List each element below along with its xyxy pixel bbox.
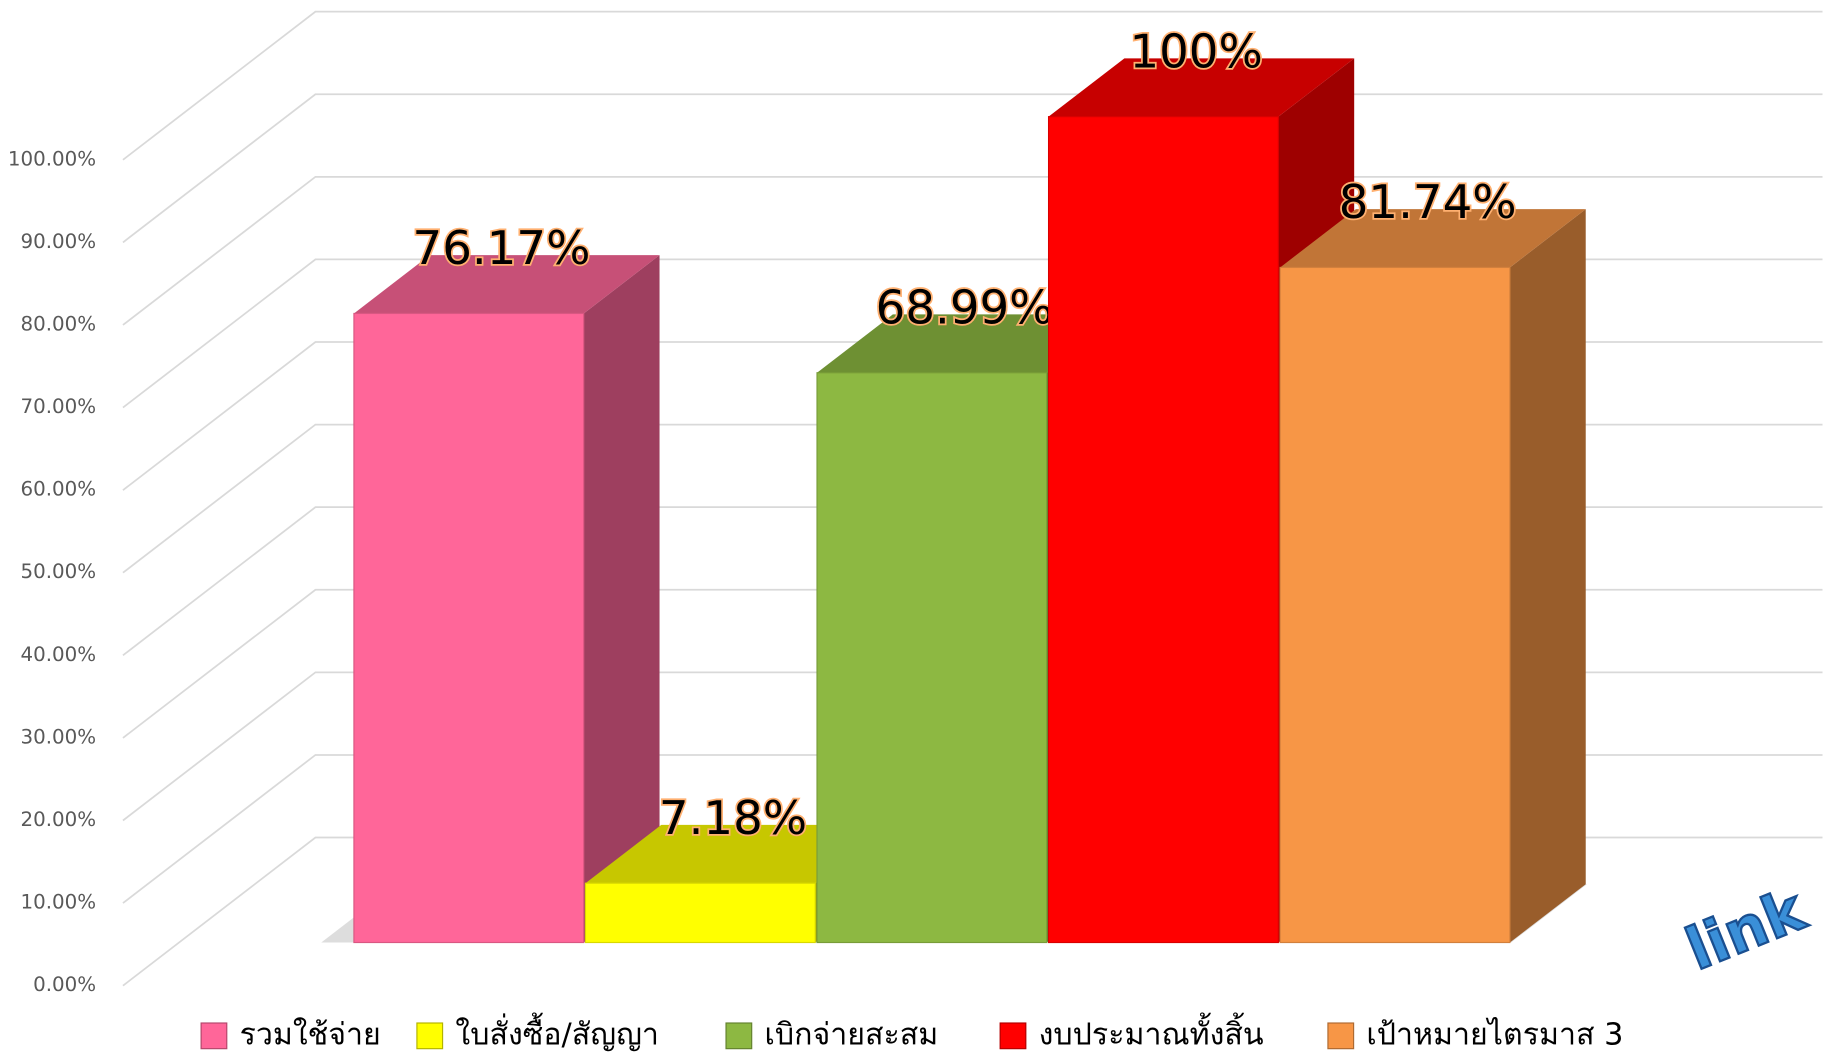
y-tick-label: 60.00% [21, 478, 97, 501]
bar [816, 372, 1048, 944]
legend-label: รวมใช้จ่าย [240, 1016, 381, 1052]
y-tick-label: 100.00% [8, 147, 96, 170]
bar-side [583, 255, 660, 943]
legend-swatch [200, 1022, 228, 1050]
data-label: 7.18% [659, 792, 807, 846]
grid-line [122, 10, 1823, 161]
legend-swatch [725, 1022, 753, 1050]
y-tick-label: 50.00% [21, 560, 97, 583]
legend-swatch [416, 1022, 444, 1050]
bar [1047, 116, 1279, 944]
y-tick-label: 90.00% [21, 230, 97, 253]
data-label: 68.99% [876, 281, 1054, 335]
legend-label: งบประมาณทั้งสิ้น [1039, 1012, 1264, 1052]
y-tick-label: 20.00% [21, 808, 97, 831]
bar-side [1509, 209, 1586, 943]
legend-label: เป้าหมายไตรมาส 3 [1366, 1016, 1623, 1052]
data-label: 76.17% [413, 222, 591, 276]
bar-top [1048, 58, 1355, 117]
bar-top [817, 314, 1123, 373]
link-badge[interactable]: link [1676, 874, 1816, 985]
y-tick-label: 0.00% [33, 973, 96, 996]
legend-swatch [1327, 1022, 1355, 1050]
bar-top [353, 255, 660, 314]
y-tick-label: 80.00% [21, 312, 97, 335]
legend-label: เบิกจ่ายสะสม [765, 1017, 939, 1052]
bar [1279, 266, 1511, 944]
y-tick-label: 70.00% [21, 395, 97, 418]
y-tick-label: 40.00% [21, 643, 97, 666]
data-label: 100% [1129, 25, 1262, 79]
bar-top [585, 824, 892, 884]
bar [584, 882, 816, 944]
bar-top [1280, 209, 1586, 268]
legend-label: ใบสั่งซื้อ/สัญญา [455, 1012, 659, 1052]
data-label: 81.74% [1339, 176, 1517, 230]
y-tick-label: 30.00% [21, 725, 97, 748]
y-tick-label: 10.00% [21, 891, 97, 914]
legend-swatch [999, 1022, 1027, 1050]
bar [353, 312, 585, 944]
